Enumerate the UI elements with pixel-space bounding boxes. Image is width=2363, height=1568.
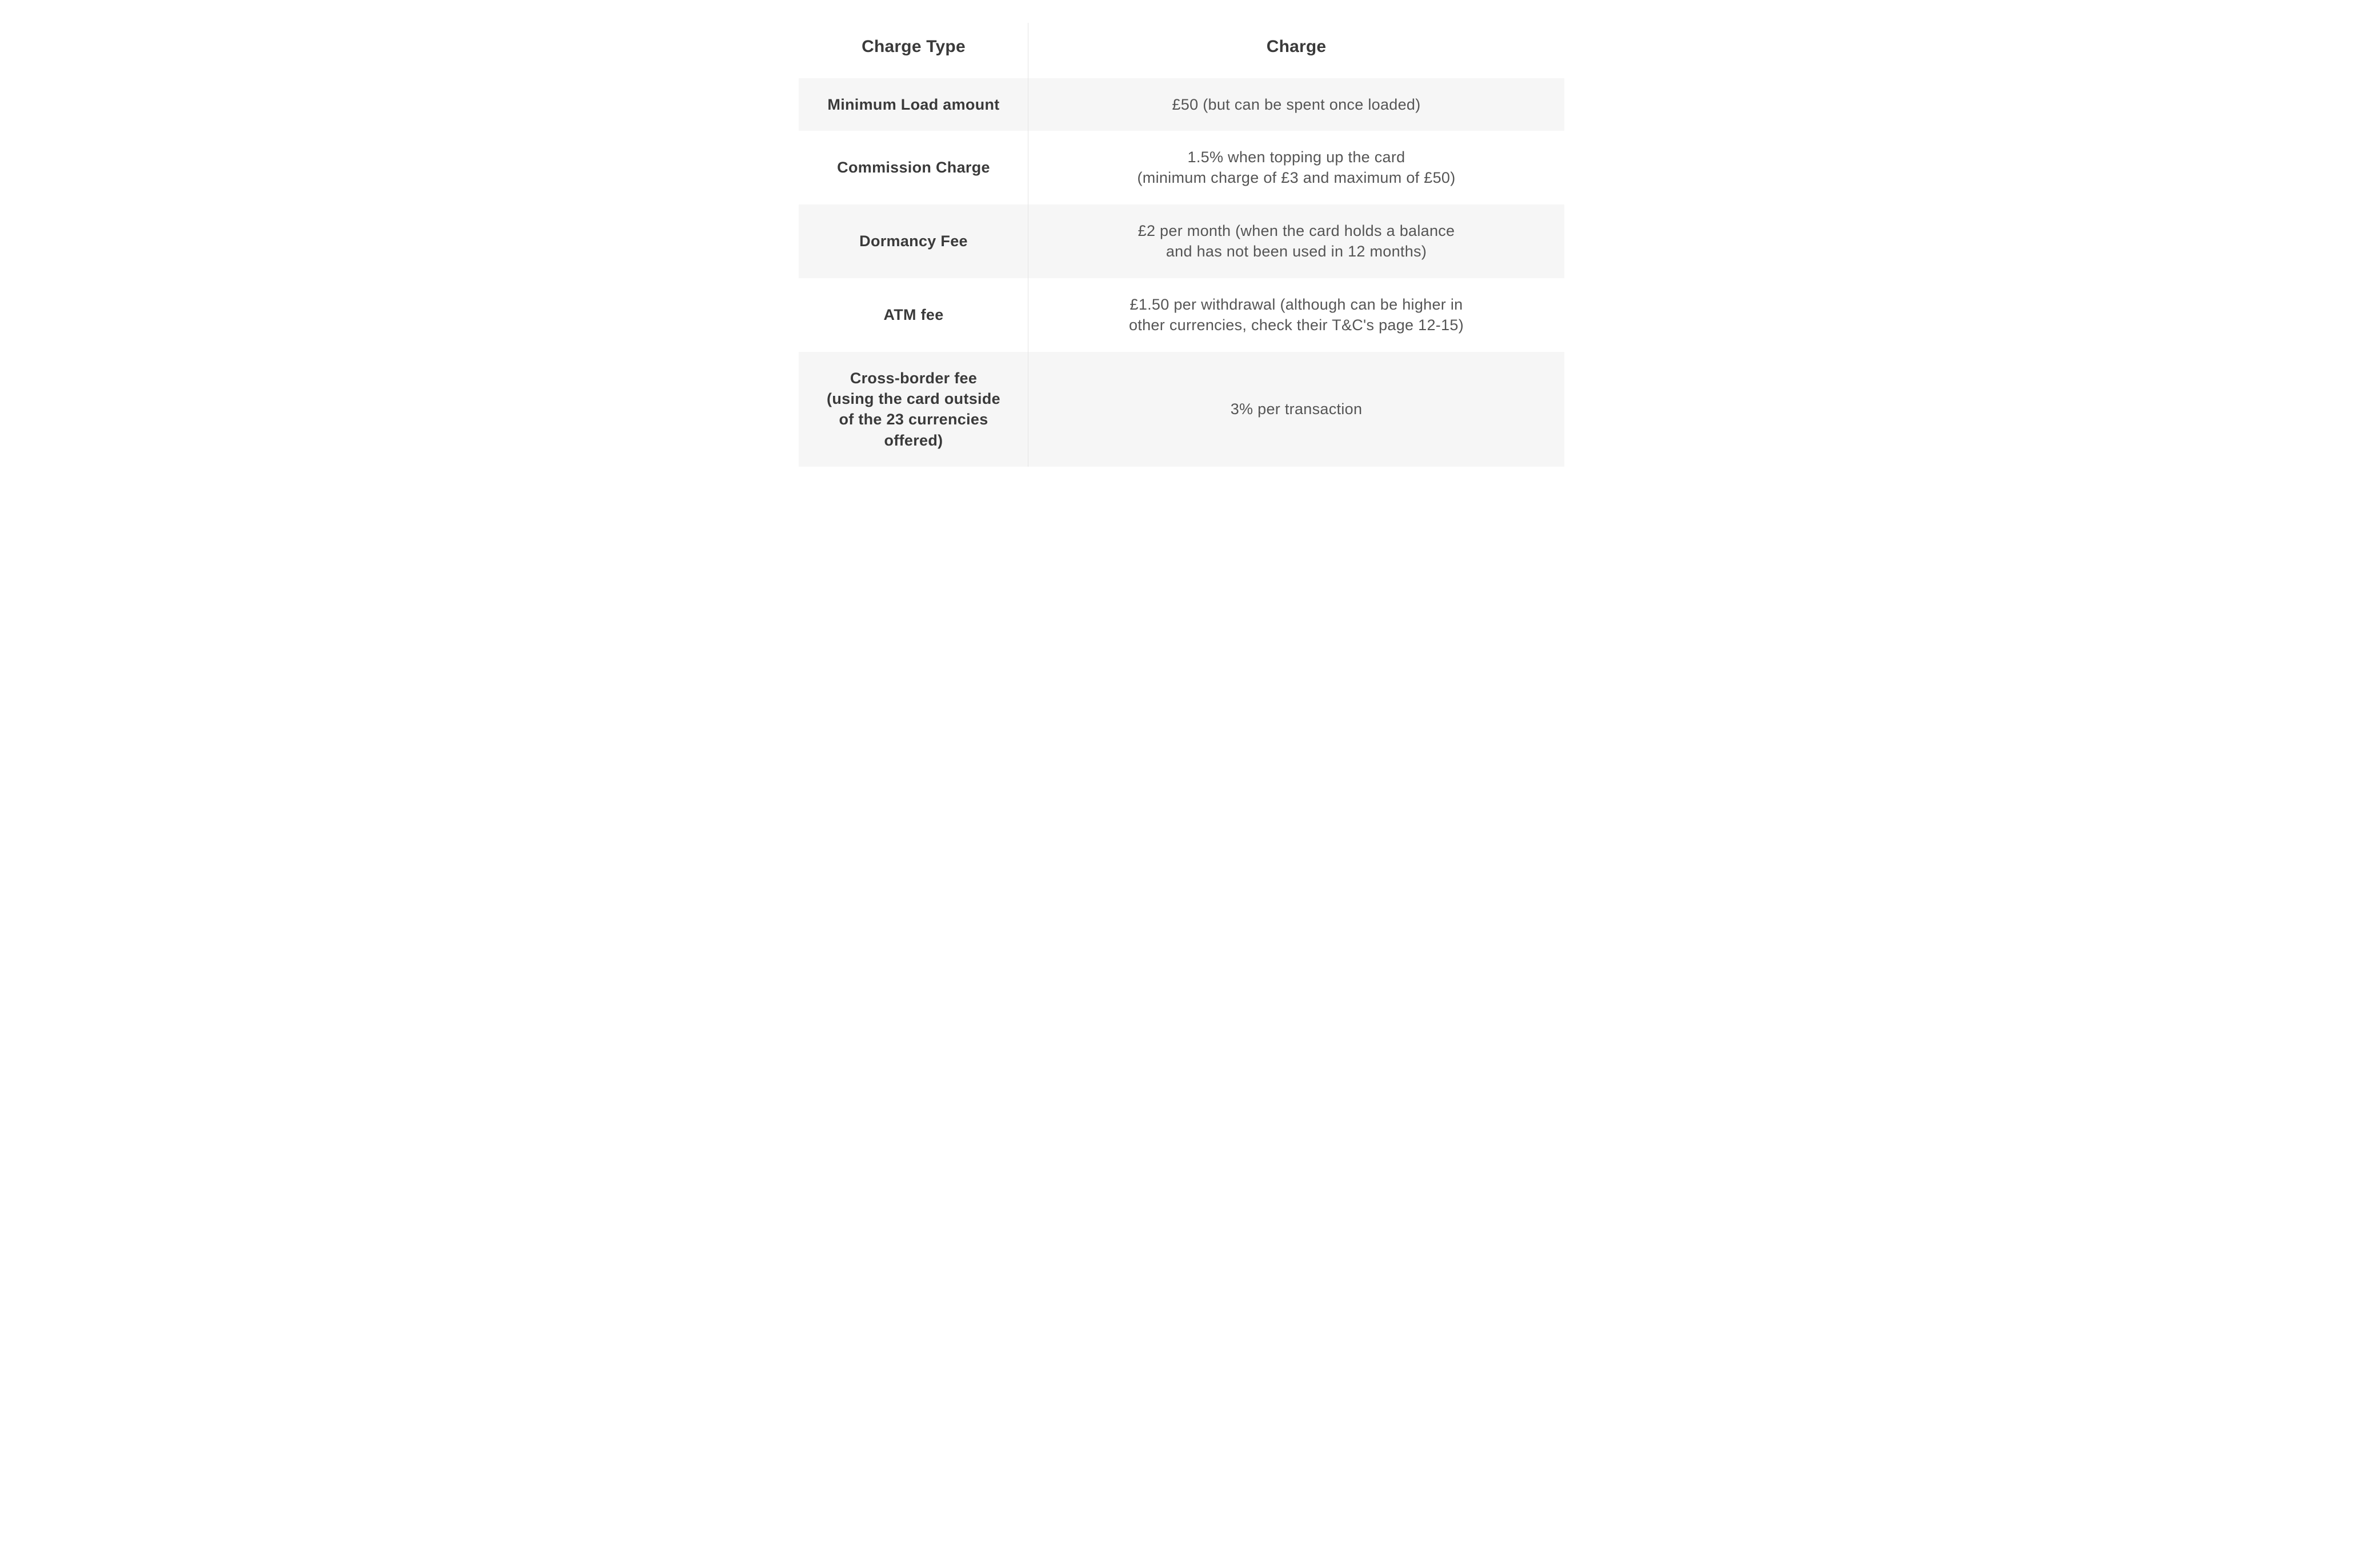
table-row: Minimum Load amount £50 (but can be spen… <box>799 78 1564 131</box>
charges-table: Charge Type Charge Minimum Load amount £… <box>799 23 1564 467</box>
charge-type-label: Dormancy Fee <box>799 204 1028 278</box>
charge-value: £2 per month (when the card holds a bala… <box>1028 204 1564 278</box>
charge-value: £1.50 per withdrawal (although can be hi… <box>1028 278 1564 352</box>
table-row: ATM fee £1.50 per withdrawal (although c… <box>799 278 1564 352</box>
charges-table-container: Charge Type Charge Minimum Load amount £… <box>799 23 1564 467</box>
table-header-row: Charge Type Charge <box>799 23 1564 78</box>
col-header-charge: Charge <box>1028 23 1564 78</box>
charge-type-label: Commission Charge <box>799 131 1028 204</box>
table-row: Dormancy Fee £2 per month (when the card… <box>799 204 1564 278</box>
charge-type-label: Minimum Load amount <box>799 78 1028 131</box>
charge-type-label: ATM fee <box>799 278 1028 352</box>
charge-value: 1.5% when topping up the card(minimum ch… <box>1028 131 1564 204</box>
charge-value: 3% per transaction <box>1028 352 1564 467</box>
table-row: Cross-border fee(using the card outsideo… <box>799 352 1564 467</box>
col-header-charge-type: Charge Type <box>799 23 1028 78</box>
charge-value: £50 (but can be spent once loaded) <box>1028 78 1564 131</box>
table-row: Commission Charge 1.5% when topping up t… <box>799 131 1564 204</box>
charge-type-label: Cross-border fee(using the card outsideo… <box>799 352 1028 467</box>
